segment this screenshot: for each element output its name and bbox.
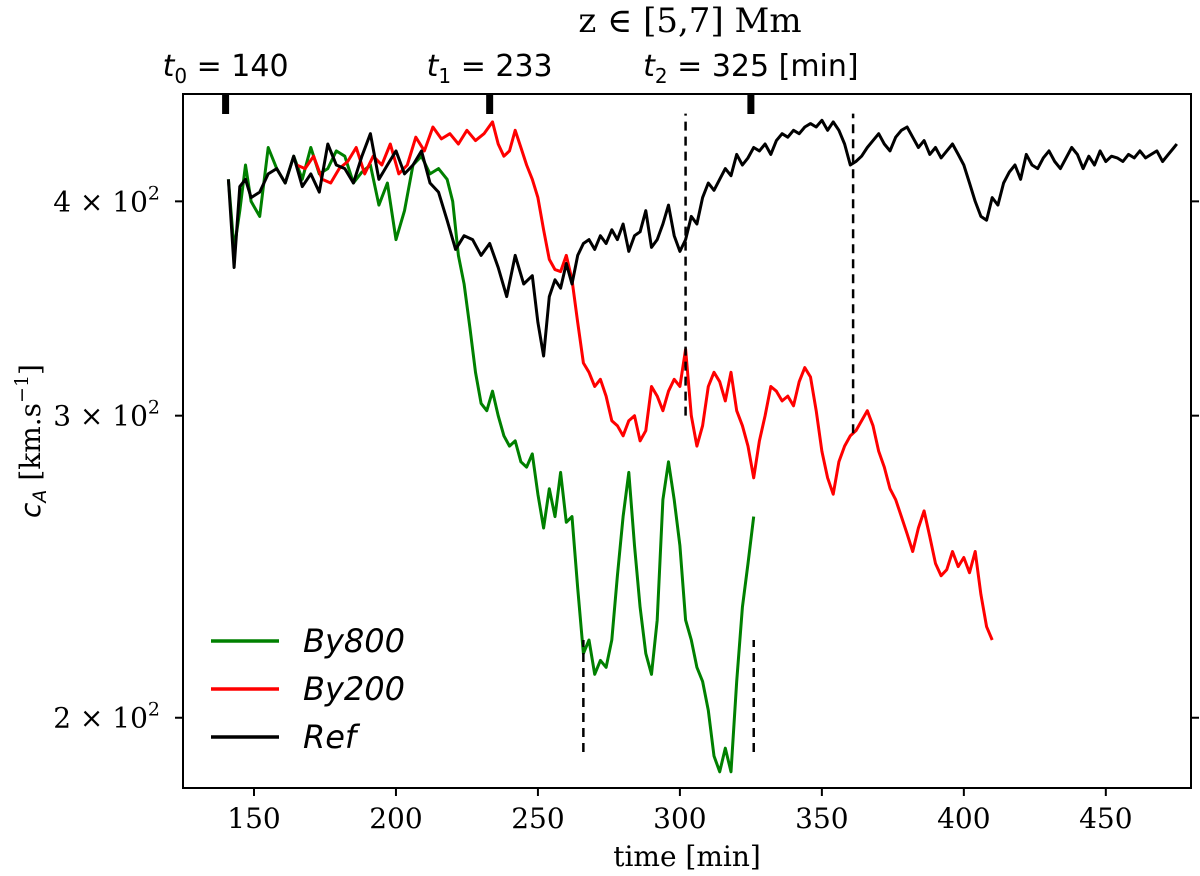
legend-label-by200: By200 (303, 670, 405, 708)
x-tick-label-400: 400 (937, 802, 990, 835)
y-axis-label: cA [km.s−1] (11, 364, 51, 518)
x-axis: 150 200 250 300 350 400 450 (227, 788, 1133, 835)
chart-title: z ∈ [5,7] Mm (578, 1, 801, 41)
x-tick-label-450: 450 (1079, 802, 1132, 835)
legend: By800 By200 Ref (211, 622, 405, 756)
dashed-lines (582, 113, 855, 753)
y-axis-label-symbol: c (14, 502, 47, 518)
x-tick-label-300: 300 (653, 802, 706, 835)
x-tick-label-150: 150 (227, 802, 280, 835)
y-tick-label-200: 2 × 102 (53, 699, 160, 735)
x-axis-label: time [min] (613, 840, 761, 873)
x-tick-label-250: 250 (511, 802, 564, 835)
time-marker-label-1: t1 = 233 (427, 49, 553, 88)
series-layer (226, 118, 1178, 774)
legend-label-ref: Ref (303, 718, 361, 756)
time-marker-label-2: t2 = 325 [min] (643, 49, 859, 88)
legend-label-by800: By800 (303, 622, 405, 660)
y-axis-label-close: ] (14, 364, 47, 375)
series-line-by800 (226, 146, 756, 774)
y-axis-label-unit: [km.s (14, 403, 47, 490)
y-axis-label-subscript: A (29, 490, 51, 505)
series-line-ref (226, 118, 1178, 358)
y-tick-label-300: 3 × 102 (53, 397, 160, 433)
plot-frame (182, 93, 1192, 789)
time-marker-ticks (222, 94, 755, 114)
y-tick-label-400: 4 × 102 (53, 182, 160, 218)
y-axis-label-exponent: −1 (11, 375, 33, 403)
y-axis: 2 × 102 3 × 102 4 × 102 (53, 182, 1199, 735)
x-tick-label-200: 200 (369, 802, 422, 835)
time-marker-labels: t0 = 140 t1 = 233 t2 = 325 [min] (163, 49, 859, 88)
series-line-by200 (296, 120, 994, 641)
x-tick-label-350: 350 (795, 802, 848, 835)
time-marker-label-0: t0 = 140 (163, 49, 289, 88)
